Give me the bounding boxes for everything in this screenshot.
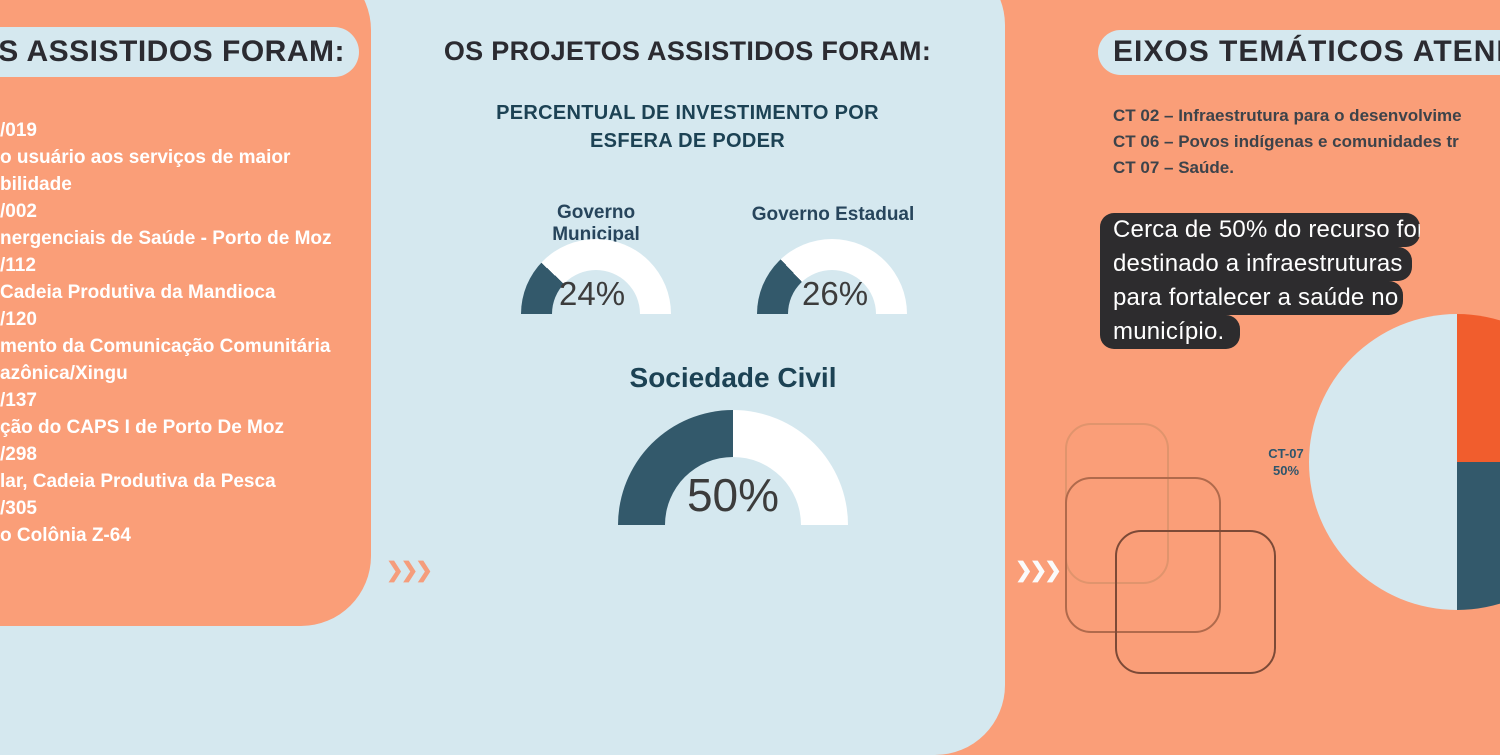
highlight-callout: Cerca de 50% do recurso foi destinado a …	[1100, 213, 1420, 349]
list-item: bilidade	[0, 174, 72, 195]
left-project-list: /019 o usuário aos serviços de maior bil…	[0, 117, 372, 549]
list-item: o Colônia Z-64	[0, 525, 131, 546]
pie-chart-thematic-axes	[1309, 314, 1500, 610]
gauge-chart-municipal	[521, 239, 671, 314]
list-item: /112	[0, 255, 36, 276]
left-panel-card	[0, 0, 371, 626]
gauge-value-municipal: 24%	[559, 275, 626, 312]
gauge-value-sociedade-civil: 50%	[686, 469, 780, 521]
callout-line: destinado a infraestruturas	[1100, 247, 1412, 281]
list-item: Cadeia Produtiva da Mandioca	[0, 282, 276, 303]
chart-subtitle-line1: PERCENTUAL DE INVESTIMENTO POR	[496, 102, 879, 124]
pie-label-percent: 50%	[1272, 463, 1300, 478]
chart-subtitle-line2: ESFERA DE PODER	[590, 130, 785, 152]
gauge-chart-sociedade-civil	[618, 410, 848, 525]
callout-line: município.	[1100, 315, 1240, 349]
list-item: CT 06 – Povos indígenas e comunidades tr	[1113, 132, 1459, 151]
left-panel-header: TOS ASSISTIDOS FORAM:	[0, 35, 345, 68]
chevron-right-icon: ❯❯❯	[1015, 559, 1062, 582]
left-panel-header-badge: TOS ASSISTIDOS FORAM:	[0, 27, 359, 77]
chevron-right-icon: ❯❯❯	[386, 559, 433, 582]
thematic-axes-list: CT 02 – Infraestrutura para o desenvolvi…	[1113, 103, 1462, 181]
pie-label-category: CT-07	[1268, 446, 1304, 461]
list-item: /120	[0, 309, 37, 330]
right-panel-header-badge: EIXOS TEMÁTICOS ATENDI	[1098, 30, 1500, 75]
list-item: /137	[0, 390, 37, 411]
list-item: mento da Comunicação Comunitária	[0, 336, 331, 357]
gauge-value-estadual: 26%	[802, 275, 869, 312]
list-item: lar, Cadeia Produtiva da Pesca	[0, 471, 276, 492]
list-item: o usuário aos serviços de maior	[0, 147, 291, 168]
middle-panel-title: OS PROJETOS ASSISTIDOS FORAM:	[443, 36, 932, 66]
list-item: /002	[0, 201, 37, 222]
gauge-label-estadual: Governo Estadual	[751, 204, 915, 225]
gauge-chart-estadual	[757, 239, 907, 314]
list-item: CT 07 – Saúde.	[1113, 158, 1234, 177]
list-item: /305	[0, 498, 37, 519]
list-item: ção do CAPS I de Porto De Moz	[0, 417, 284, 438]
callout-line: Cerca de 50% do recurso foi	[1100, 213, 1420, 247]
right-panel-header: EIXOS TEMÁTICOS ATENDI	[1113, 35, 1500, 68]
list-item: CT 02 – Infraestrutura para o desenvolvi…	[1113, 106, 1462, 125]
gauge-label-municipal: Governo Municipal	[552, 202, 640, 245]
list-item: nergenciais de Saúde - Porto de Moz	[0, 228, 332, 249]
gauge-label-sociedade-civil: Sociedade Civil	[629, 362, 837, 393]
list-item: /019	[0, 120, 37, 141]
list-item: azônica/Xingu	[0, 363, 128, 384]
pie-slice-label-ct07: CT-07 50%	[1246, 445, 1326, 479]
list-item: /298	[0, 444, 37, 465]
callout-line: para fortalecer a saúde no	[1100, 281, 1403, 315]
decorative-rounded-square	[1115, 530, 1276, 674]
